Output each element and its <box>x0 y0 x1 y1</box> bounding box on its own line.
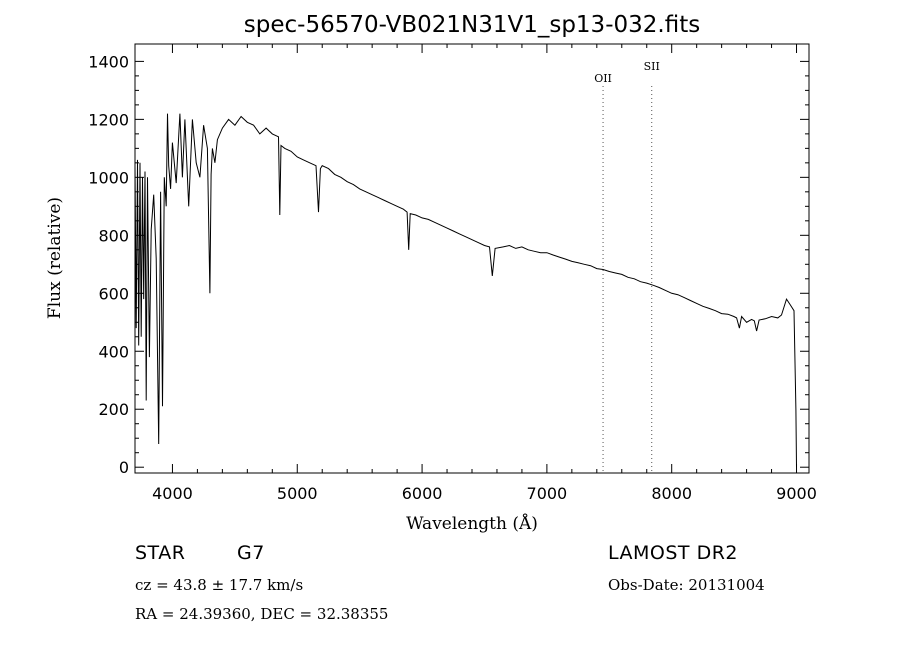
x-tick-label-2: 6000 <box>402 484 443 503</box>
y-tick-label-2: 400 <box>98 342 129 361</box>
vline-label-SII: SII <box>644 60 660 73</box>
x-tick-label-3: 7000 <box>527 484 568 503</box>
y-tick-label-0: 0 <box>119 458 129 477</box>
spectrum-line <box>134 113 797 468</box>
obs-date: Obs-Date: 20131004 <box>608 576 765 594</box>
y-tick-label-3: 600 <box>98 284 129 303</box>
y-tick-label-6: 1200 <box>88 110 129 129</box>
emission-line-markers: OII SII <box>594 60 660 473</box>
object-subclass: G7 <box>237 542 265 564</box>
spectrum-chart: spec-56570-VB021N31V1_sp13-032.fits 4000… <box>45 12 817 534</box>
y-tick-label-4: 800 <box>98 226 129 245</box>
x-tick-label-1: 5000 <box>277 484 318 503</box>
chart-title: spec-56570-VB021N31V1_sp13-032.fits <box>244 12 700 38</box>
coordinates: RA = 24.39360, DEC = 32.38355 <box>135 605 389 623</box>
x-axis-label: Wavelength (Å) <box>406 513 538 534</box>
survey-name: LAMOST DR2 <box>608 542 738 564</box>
y-tick-label-1: 200 <box>98 400 129 419</box>
y-axis-label: Flux (relative) <box>45 197 65 319</box>
vline-label-OII: OII <box>594 72 612 85</box>
x-tick-label-5: 9000 <box>776 484 817 503</box>
redshift-cz: cz = 43.8 ± 17.7 km/s <box>135 576 304 594</box>
plot-frame <box>134 43 810 474</box>
x-tick-label-4: 8000 <box>651 484 692 503</box>
y-tick-label-5: 1000 <box>88 168 129 187</box>
object-class: STAR <box>135 542 186 564</box>
x-tick-label-0: 4000 <box>152 484 193 503</box>
y-tick-label-7: 1400 <box>88 52 129 71</box>
axis-ticks: 4000 5000 6000 7000 8000 9000 0 200 400 600 800 100… <box>88 44 817 503</box>
